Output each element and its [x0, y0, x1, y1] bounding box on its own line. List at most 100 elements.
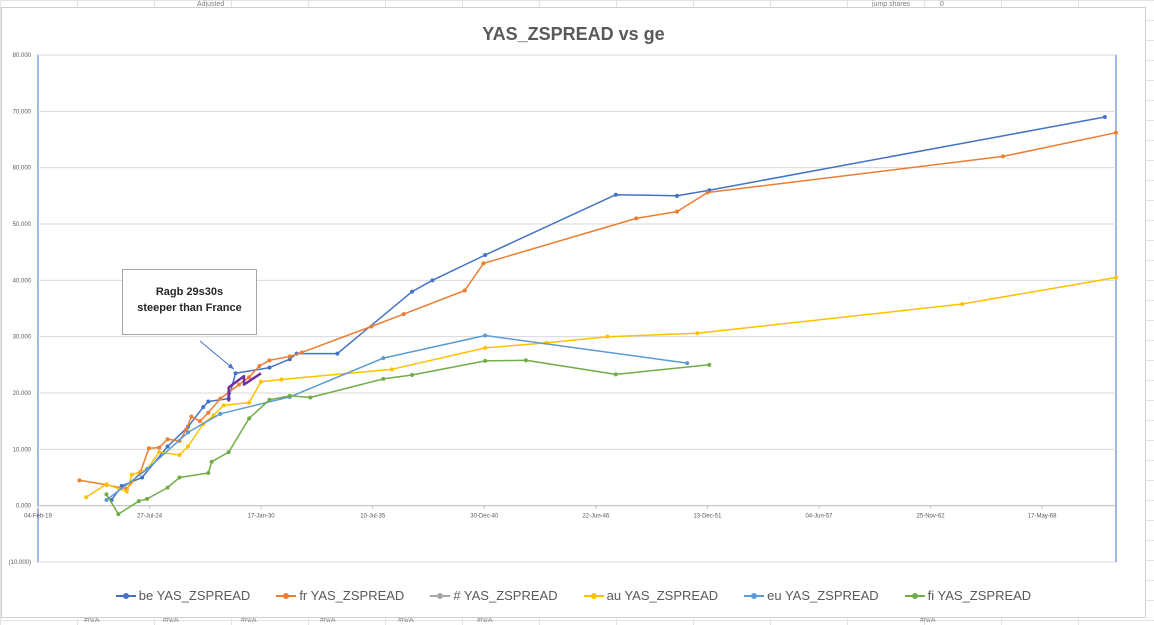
- data-point: [523, 358, 528, 363]
- x-tick-label: 17-Jan-30: [248, 514, 276, 520]
- data-point: [267, 397, 272, 402]
- data-point: [634, 216, 639, 221]
- legend-label: be YAS_ZSPREAD: [138, 588, 251, 603]
- legend-swatch: [430, 592, 451, 599]
- legend-swatch: [583, 592, 604, 599]
- data-point: [104, 492, 109, 497]
- legend-label: fi YAS_ZSPREAD: [927, 588, 1032, 603]
- cell-fragment: 0: [940, 1, 944, 8]
- y-tick-label: 0.000: [16, 504, 32, 510]
- x-tick-label: 22-Jun-46: [582, 514, 610, 520]
- data-point: [247, 400, 252, 405]
- y-tick-label: 40.000: [13, 278, 32, 284]
- y-tick-label: 50.000: [13, 222, 32, 228]
- data-point: [247, 416, 252, 421]
- data-point: [124, 489, 129, 494]
- data-point: [157, 450, 162, 455]
- y-tick-label: 20.000: [13, 391, 32, 397]
- cell-fragment: #N/A: [398, 617, 414, 624]
- data-point: [381, 376, 386, 381]
- series-line-5: [105, 359, 710, 515]
- data-point: [1114, 275, 1118, 280]
- data-point: [145, 467, 150, 472]
- data-point: [189, 414, 194, 419]
- data-point: [206, 410, 211, 415]
- data-point: [206, 399, 211, 404]
- series-line-6: [227, 372, 262, 402]
- data-point: [389, 367, 394, 372]
- data-point: [287, 357, 292, 362]
- data-point: [185, 430, 190, 435]
- chart-area[interactable]: YAS_ZSPREAD vs ge (10.000) 0.000 10.000 20.…: [1, 7, 1146, 618]
- y-tick-label: 60.000: [13, 166, 32, 172]
- cell-fragment: #N/A: [920, 617, 936, 624]
- annotation-arrow: [199, 340, 235, 370]
- data-point: [685, 361, 690, 366]
- data-point: [165, 485, 170, 490]
- x-tick-label: 04-Jun-57: [805, 514, 833, 520]
- data-point: [140, 475, 145, 480]
- y-tick-label: 30.000: [13, 335, 32, 341]
- chart-title: YAS_ZSPREAD vs ge: [482, 24, 665, 44]
- y-tick-label: 80.000: [13, 53, 32, 59]
- cell-fragment: #N/A: [320, 617, 336, 624]
- annotation-line: steeper than France: [137, 302, 242, 314]
- data-point: [206, 470, 211, 475]
- data-point: [287, 393, 292, 398]
- cell-fragment: Adjusted: [197, 1, 225, 8]
- data-point: [279, 377, 284, 382]
- x-tick-label: 30-Dec-40: [470, 514, 499, 520]
- data-point: [369, 324, 374, 329]
- data-point: [197, 419, 202, 424]
- data-point: [104, 482, 109, 487]
- data-point: [308, 395, 313, 400]
- data-point: [146, 446, 151, 451]
- data-point: [136, 499, 141, 504]
- cell-fragment: #N/A: [241, 617, 257, 624]
- legend-swatch: [276, 592, 297, 599]
- data-point: [185, 444, 190, 449]
- data-point: [247, 375, 252, 380]
- legend-label: fr YAS_ZSPREAD: [299, 588, 405, 603]
- legend-swatch: [904, 592, 925, 599]
- data-point: [605, 334, 610, 339]
- legend-swatch: [115, 592, 136, 599]
- data-point: [481, 261, 486, 266]
- legend-item[interactable]: fr YAS_ZSPREAD: [276, 588, 404, 603]
- data-point: [116, 512, 121, 517]
- legend-item[interactable]: au YAS_ZSPREAD: [583, 588, 718, 603]
- data-point: [233, 371, 238, 376]
- legend-item[interactable]: fi YAS_ZSPREAD: [904, 588, 1032, 603]
- x-tick-label: 17-May-68: [1028, 514, 1057, 520]
- cell-fragment: #N/A: [163, 617, 179, 624]
- data-point: [259, 379, 264, 384]
- legend-label: eu YAS_ZSPREAD: [767, 588, 879, 603]
- data-point: [226, 450, 231, 455]
- data-point: [430, 278, 435, 283]
- data-point: [613, 372, 618, 377]
- legend-item[interactable]: eu YAS_ZSPREAD: [744, 588, 879, 603]
- data-point: [84, 495, 89, 500]
- data-point: [267, 365, 272, 370]
- legend-swatch: [744, 592, 765, 599]
- data-point: [1102, 114, 1107, 119]
- y-tick-label: 70.000: [13, 109, 32, 115]
- annotation-callout[interactable]: Ragb 29s30s steeper than France: [122, 269, 257, 335]
- data-point: [201, 405, 206, 410]
- data-point: [221, 403, 226, 408]
- data-point: [695, 331, 700, 336]
- y-tick-label: (10.000): [9, 560, 31, 566]
- annotation-arrowhead: [227, 363, 234, 370]
- data-point: [129, 472, 134, 477]
- data-point: [165, 437, 170, 442]
- data-point: [613, 192, 618, 197]
- data-point: [1000, 154, 1005, 159]
- legend-item[interactable]: # YAS_ZSPREAD: [430, 588, 558, 603]
- legend-label: # YAS_ZSPREAD: [453, 588, 558, 603]
- series-line-0: [110, 116, 1105, 501]
- legend-item[interactable]: be YAS_ZSPREAD: [115, 588, 251, 603]
- x-tick-label: 10-Jul-35: [360, 514, 386, 520]
- data-point: [462, 288, 467, 293]
- data-point: [401, 312, 406, 317]
- data-point: [157, 445, 162, 450]
